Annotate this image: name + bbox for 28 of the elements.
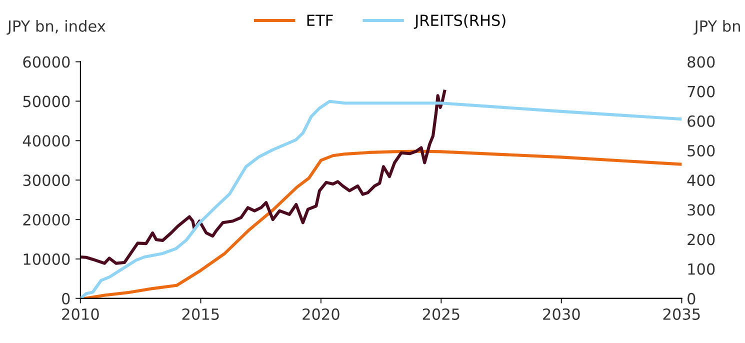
x-tick-label: 2015 xyxy=(182,308,219,320)
x-tick-label: 2020 xyxy=(302,308,340,320)
y-tick-label: 40000 xyxy=(22,135,70,147)
y2-tick-label: 400 xyxy=(687,174,715,186)
y-tick-label: 30000 xyxy=(23,174,70,186)
y-tick-label: 20000 xyxy=(23,214,70,226)
legend-label: JREITS(RHS) xyxy=(414,14,506,29)
x-tick-label: 2035 xyxy=(663,308,700,320)
y2-tick-label: 300 xyxy=(688,204,715,216)
y-tick-label: 0 xyxy=(62,292,70,304)
y2-tick-label: 700 xyxy=(688,86,715,98)
x-tick-label: 2025 xyxy=(422,308,460,320)
y2-tick-label: 100 xyxy=(688,263,715,275)
legend-label: ETF xyxy=(307,14,333,26)
y-tick-label: 10000 xyxy=(24,253,70,265)
y-axis-title: JPY bn, index xyxy=(6,20,106,35)
y2-tick-label: 600 xyxy=(688,115,715,127)
y2-tick-label: 800 xyxy=(688,56,715,68)
y2-tick-label: 0 xyxy=(688,292,696,304)
y-tick-label: 50000 xyxy=(23,96,70,108)
y2-tick-label: 500 xyxy=(688,144,715,157)
y-tick-label: 60000 xyxy=(23,56,70,68)
x-tick-label: 2030 xyxy=(543,308,580,320)
y2-axis-title: JPY bn xyxy=(694,20,740,35)
y2-tick-label: 200 xyxy=(688,234,715,246)
line-series xyxy=(84,150,682,298)
line-series xyxy=(80,90,446,265)
x-tick-label: 2010 xyxy=(62,308,99,320)
